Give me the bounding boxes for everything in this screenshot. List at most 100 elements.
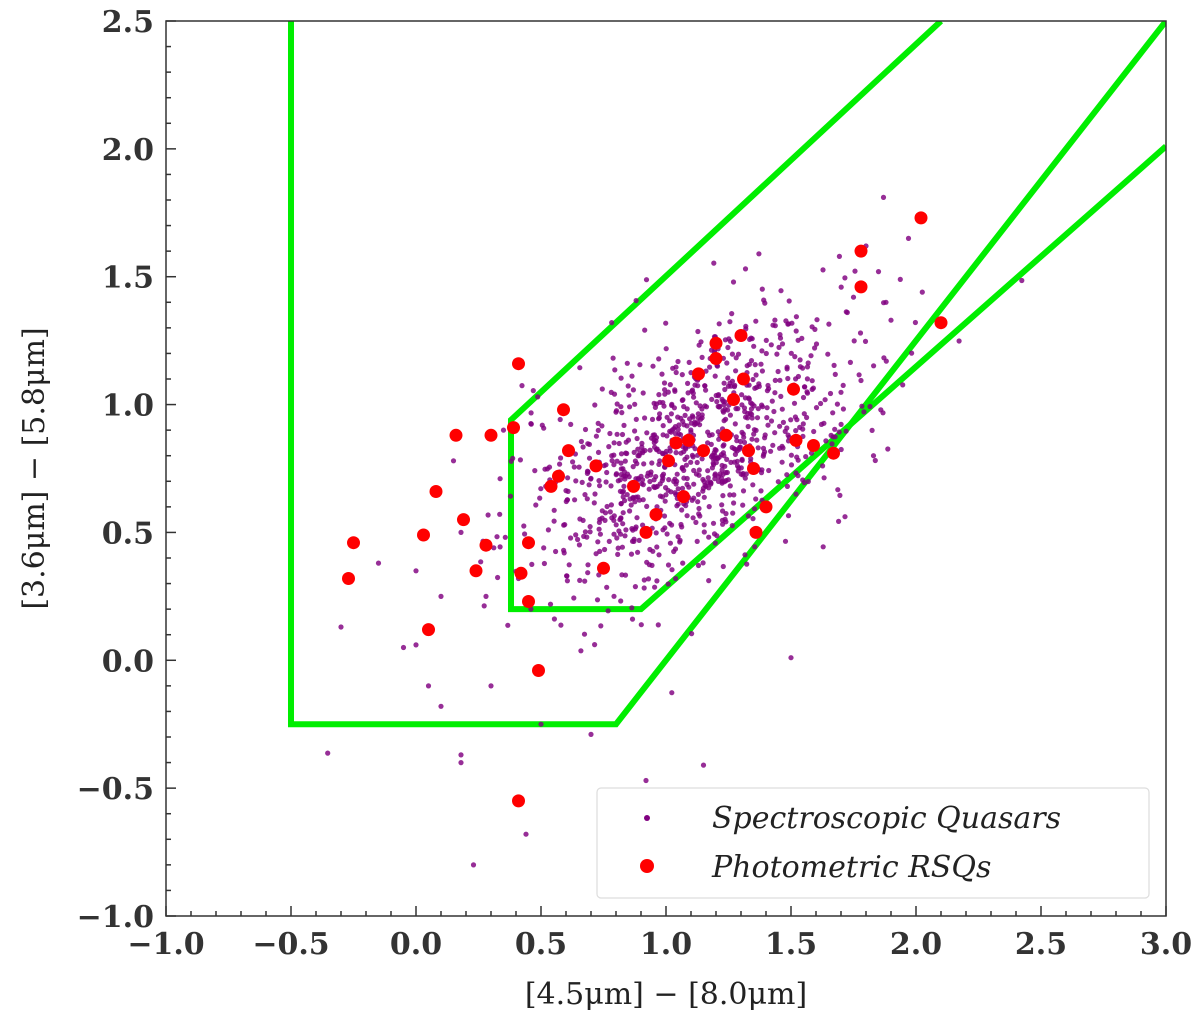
spectroscopic-point	[607, 430, 613, 437]
photometric-point	[807, 439, 820, 452]
spectroscopic-point	[822, 397, 828, 403]
spectroscopic-point	[679, 397, 685, 403]
spectroscopic-point	[759, 402, 765, 408]
photometric-point	[484, 428, 498, 442]
spectroscopic-point	[651, 400, 657, 406]
spectroscopic-point	[488, 683, 494, 689]
spectroscopic-point	[644, 503, 650, 509]
spectroscopic-point	[693, 400, 699, 406]
spectroscopic-point	[631, 538, 637, 545]
spectroscopic-point	[541, 560, 548, 567]
spectroscopic-point	[605, 608, 611, 614]
spectroscopic-point	[695, 562, 702, 569]
spectroscopic-point	[706, 578, 712, 584]
spectroscopic-point	[325, 750, 331, 756]
spectroscopic-point	[706, 504, 712, 510]
spectroscopic-point	[619, 410, 625, 416]
spectroscopic-point	[746, 361, 753, 367]
spectroscopic-point	[665, 562, 672, 568]
spectroscopic-point	[776, 344, 782, 350]
spectroscopic-point	[739, 457, 745, 463]
spectroscopic-point	[681, 449, 687, 455]
spectroscopic-point	[664, 531, 670, 537]
spectroscopic-point	[679, 507, 685, 513]
spectroscopic-point	[755, 445, 761, 451]
y-tick-labels: −1.0 −0.5 0.0 0.5 1.0 1.5 2.0 2.5	[77, 5, 154, 935]
spectroscopic-point	[797, 357, 803, 363]
spectroscopic-point	[813, 341, 820, 347]
spectroscopic-point	[483, 593, 489, 600]
spectroscopic-point	[730, 279, 737, 285]
spectroscopic-point	[644, 430, 650, 436]
spectroscopic-point	[651, 484, 657, 490]
spectroscopic-point	[743, 323, 749, 329]
spectroscopic-point	[644, 559, 650, 565]
photometric-point	[734, 329, 748, 342]
spectroscopic-point	[724, 456, 730, 462]
spectroscopic-point	[727, 483, 733, 489]
spectroscopic-point	[705, 475, 711, 481]
spectroscopic-point	[673, 576, 679, 582]
spectroscopic-point	[912, 319, 919, 326]
spectroscopic-point	[638, 622, 644, 628]
spectroscopic-point	[586, 482, 592, 488]
spectroscopic-point	[697, 513, 703, 519]
spectroscopic-point	[667, 520, 673, 526]
spectroscopic-point	[662, 498, 668, 504]
spectroscopic-point	[547, 601, 554, 607]
spectroscopic-point	[825, 351, 831, 357]
spectroscopic-point	[665, 581, 671, 587]
spectroscopic-point	[780, 419, 787, 425]
photometric-point	[417, 528, 430, 542]
spectroscopic-point	[659, 494, 666, 500]
spectroscopic-point	[696, 342, 702, 348]
photometric-point	[827, 446, 840, 460]
spectroscopic-point	[652, 584, 658, 590]
spectroscopic-point	[695, 383, 701, 389]
spectroscopic-point	[744, 561, 750, 567]
photometric-point	[627, 479, 640, 493]
spectroscopic-point	[660, 450, 666, 456]
spectroscopic-point	[793, 328, 799, 334]
spectroscopic-point	[831, 362, 837, 368]
spectroscopic-point	[706, 534, 712, 540]
spectroscopic-point	[585, 562, 591, 568]
spectroscopic-point	[867, 403, 873, 410]
spectroscopic-point	[502, 534, 508, 540]
spectroscopic-point	[608, 502, 615, 508]
spectroscopic-point	[832, 434, 838, 440]
spectroscopic-point	[858, 377, 864, 384]
spectroscopic-point	[777, 332, 783, 338]
spectroscopic-point	[782, 538, 789, 544]
legend-entry-photometric: Photometric RSQs	[711, 850, 991, 885]
spectroscopic-point	[682, 412, 688, 418]
spectroscopic-point	[592, 642, 598, 648]
spectroscopic-point	[582, 492, 588, 498]
spectroscopic-point	[621, 483, 627, 489]
spectroscopic-point	[856, 372, 862, 378]
spectroscopic-point	[625, 383, 631, 389]
spectroscopic-point	[615, 551, 621, 558]
spectroscopic-point	[640, 448, 646, 454]
spectroscopic-point	[654, 544, 660, 550]
spectroscopic-point	[565, 488, 571, 494]
spectroscopic-point	[748, 335, 754, 341]
spectroscopic-point	[588, 731, 594, 738]
spectroscopic-point	[805, 478, 811, 485]
photometric-point	[747, 462, 760, 475]
spectroscopic-point	[635, 549, 641, 555]
spectroscopic-point	[837, 492, 843, 498]
spectroscopic-point	[618, 466, 624, 472]
spectroscopic-point	[888, 317, 894, 323]
spectroscopic-point	[684, 481, 690, 487]
spectroscopic-point	[635, 446, 641, 452]
spectroscopic-point	[533, 502, 539, 508]
spectroscopic-point	[727, 380, 733, 386]
spectroscopic-point	[596, 519, 603, 526]
spectroscopic-point	[572, 497, 578, 503]
spectroscopic-point	[729, 444, 735, 451]
photometric-point	[639, 525, 653, 539]
spectroscopic-point	[610, 355, 616, 361]
spectroscopic-point	[763, 350, 769, 357]
spectroscopic-point	[821, 475, 827, 481]
